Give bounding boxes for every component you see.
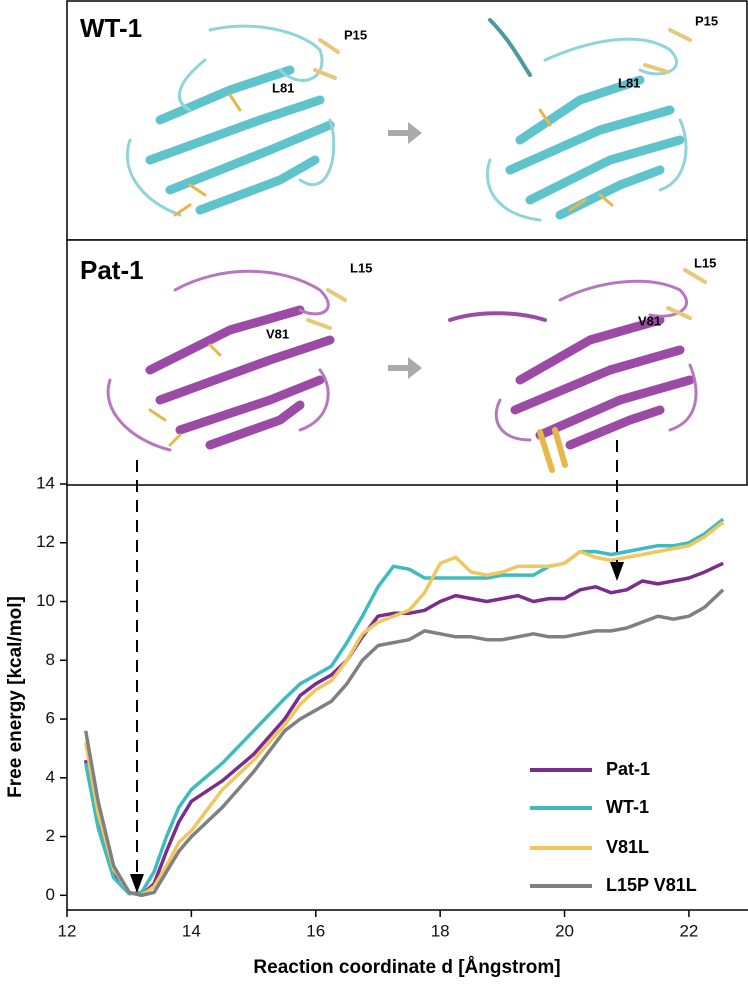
pointer-arrows <box>130 440 624 893</box>
legend-label: Pat-1 <box>606 759 650 779</box>
protein-wt-before <box>125 24 340 217</box>
legend-label: WT-1 <box>606 797 649 817</box>
y-tick-label: 8 <box>46 650 55 669</box>
y-axis-title: Free energy [kcal/mol] <box>5 596 26 798</box>
protein-pat-after <box>448 268 707 473</box>
y-tick-label: 14 <box>36 473 55 492</box>
y-tick-label: 0 <box>46 885 55 904</box>
series-line <box>83 588 725 898</box>
x-tick-label: 12 <box>58 921 77 940</box>
protein-pat-before <box>106 269 347 452</box>
residue-label: V81 <box>266 326 289 341</box>
y-tick-label: 12 <box>36 532 55 551</box>
residue-label: P15 <box>695 13 718 28</box>
series-line <box>83 517 725 896</box>
transition-arrow <box>388 357 422 379</box>
protein-wt-after <box>485 18 692 222</box>
x-tick-label: 20 <box>555 921 574 940</box>
y-tick-label: 10 <box>36 591 55 610</box>
legend-label: V81L <box>606 837 649 857</box>
x-tick-label: 18 <box>431 921 450 940</box>
residue-label: P15 <box>344 27 367 42</box>
series-line <box>83 520 725 898</box>
legend-label: L15P V81L <box>606 875 697 895</box>
residue-label: L15 <box>694 255 716 270</box>
y-tick-label: 2 <box>46 826 55 845</box>
x-axis-title: Reaction coordinate d [Ångstrom] <box>253 957 560 978</box>
residue-label: V81 <box>638 313 661 328</box>
series-line <box>83 561 724 898</box>
residue-label: L15 <box>350 260 372 275</box>
plot: 0 2 4 6 8 10 12 14 12 14 16 18 20 22 Pat-1 WT-1 V81L L15P… <box>36 473 748 940</box>
y-tick-label: 4 <box>46 767 55 786</box>
y-tick-label: 6 <box>46 709 55 728</box>
transition-arrow <box>388 122 422 144</box>
x-tick-label: 14 <box>182 921 201 940</box>
residue-label: L81 <box>618 75 640 90</box>
residue-label: L81 <box>272 80 294 95</box>
x-tick-label: 16 <box>306 921 325 940</box>
x-tick-label: 22 <box>679 921 698 940</box>
panel-title: WT-1 <box>80 13 142 43</box>
panel-title: Pat-1 <box>80 255 144 285</box>
